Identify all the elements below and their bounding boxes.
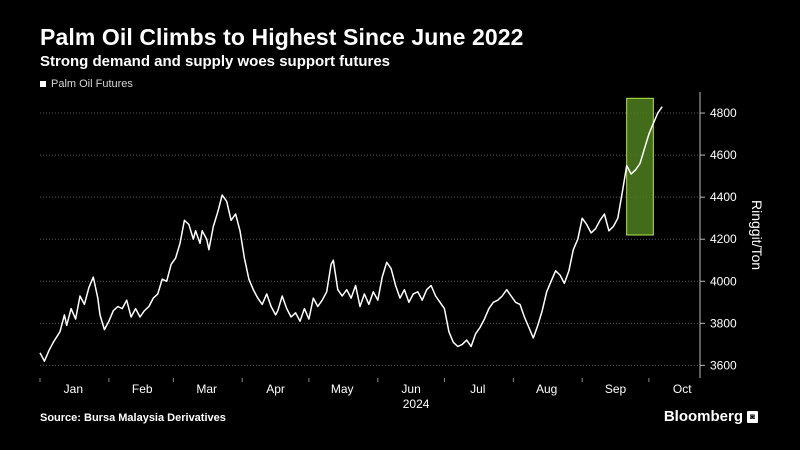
y-tick-label-4400: 4400 bbox=[710, 190, 737, 204]
legend-swatch bbox=[40, 81, 46, 87]
chart-title: Palm Oil Climbs to Highest Since June 20… bbox=[40, 24, 524, 50]
x-tick-label-oct: Oct bbox=[673, 382, 692, 396]
x-tick-label-may: May bbox=[331, 382, 354, 396]
x-tick-label-sep: Sep bbox=[605, 382, 627, 396]
series-line-palm-oil-futures bbox=[39, 106, 663, 362]
x-tick-label-jun: Jun bbox=[401, 382, 420, 396]
x-axis-label: 2024 bbox=[403, 397, 430, 411]
x-tick-label-jul: Jul bbox=[470, 382, 485, 396]
y-tick-label-3800: 3800 bbox=[710, 316, 737, 330]
x-tick-label-feb: Feb bbox=[132, 382, 153, 396]
legend: Palm Oil Futures bbox=[40, 78, 133, 90]
brand-name: Bloomberg bbox=[663, 408, 743, 425]
brand-badge-icon: ◙ bbox=[747, 410, 758, 423]
y-tick-label-4000: 4000 bbox=[710, 274, 737, 288]
x-tick-label-mar: Mar bbox=[196, 382, 217, 396]
y-tick-label-4600: 4600 bbox=[710, 148, 737, 162]
y-axis-label: Ringgit/Ton bbox=[749, 200, 765, 270]
legend-label: Palm Oil Futures bbox=[51, 78, 133, 90]
x-tick-label-aug: Aug bbox=[536, 382, 557, 396]
y-tick-label-3600: 3600 bbox=[710, 358, 737, 372]
brand-logo: Bloomberg ◙ bbox=[664, 408, 758, 425]
source-note: Source: Bursa Malaysia Derivatives bbox=[40, 412, 226, 424]
chart-subtitle: Strong demand and supply woes support fu… bbox=[40, 53, 391, 70]
highlight-box bbox=[626, 97, 654, 236]
y-tick-label-4200: 4200 bbox=[710, 232, 737, 246]
x-tick-label-apr: Apr bbox=[266, 382, 285, 396]
y-tick-label-4800: 4800 bbox=[710, 106, 737, 120]
x-tick-label-jan: Jan bbox=[64, 382, 83, 396]
